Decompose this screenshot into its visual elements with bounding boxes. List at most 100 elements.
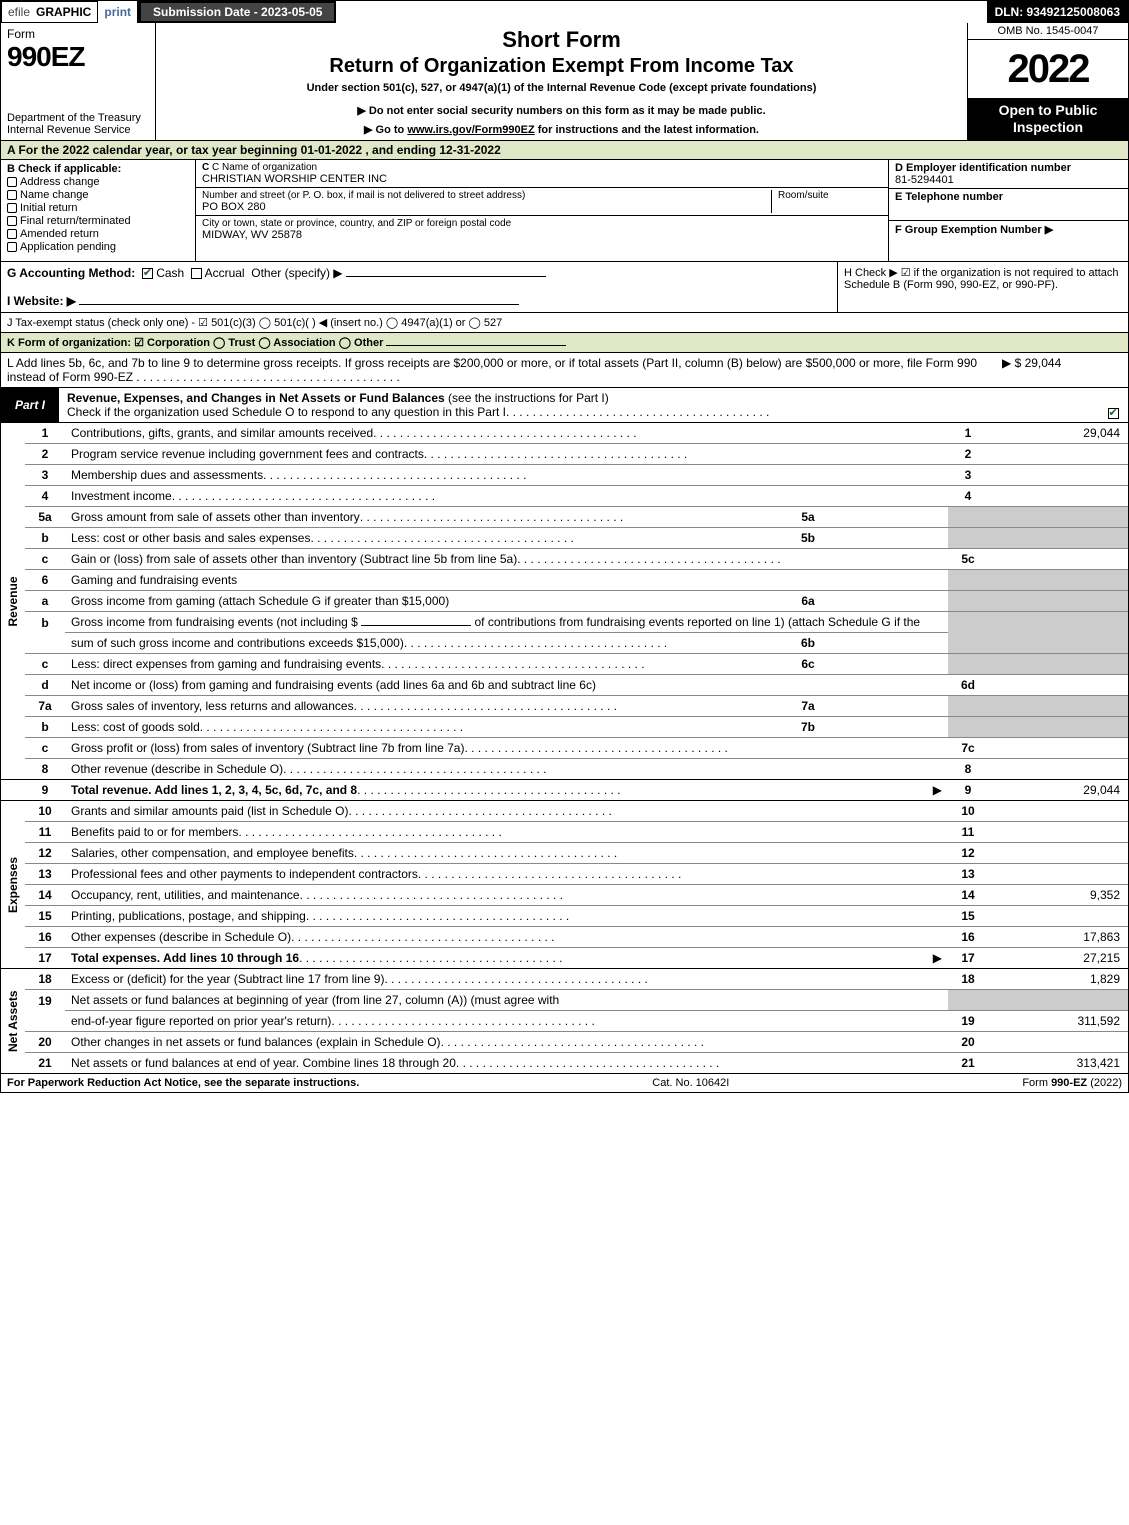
street-label: Number and street (or P. O. box, if mail… xyxy=(202,190,765,201)
line-num: 7a xyxy=(25,696,65,717)
subline-num: 5a xyxy=(788,507,828,528)
cb-label: Final return/terminated xyxy=(20,215,131,227)
line-num: 16 xyxy=(25,927,65,948)
cb-initial-return[interactable]: Initial return xyxy=(7,202,189,214)
line-desc: Less: cost or other basis and sales expe… xyxy=(65,528,788,549)
row-a-calendar-year: A For the 2022 calendar year, or tax yea… xyxy=(1,141,1128,160)
cb-name-change[interactable]: Name change xyxy=(7,189,189,201)
line-refnum: 4 xyxy=(948,486,988,507)
form-word: Form xyxy=(7,27,149,41)
table-row: b Gross income from fundraising events (… xyxy=(1,612,1128,633)
line-refnum: 17 xyxy=(948,948,988,969)
table-row: 13 Professional fees and other payments … xyxy=(1,864,1128,885)
form-title-short: Short Form xyxy=(166,27,957,53)
print-link[interactable]: print xyxy=(98,1,139,23)
line-amount-shaded xyxy=(988,612,1128,654)
line-amount xyxy=(988,444,1128,465)
line-amount: 29,044 xyxy=(988,780,1128,801)
website-input[interactable] xyxy=(79,304,519,305)
checkbox-icon xyxy=(7,190,17,200)
irs-instructions-link[interactable]: www.irs.gov/Form990EZ xyxy=(407,124,534,136)
efile-graphic-link[interactable]: efile GRAPHIC xyxy=(1,1,98,23)
row-i: I Website: ▶ xyxy=(7,294,831,308)
line-refnum-shaded xyxy=(948,570,988,591)
line-num: 5a xyxy=(25,507,65,528)
part-i-title-sub: (see the instructions for Part I) xyxy=(445,391,609,405)
footer-right: Form 990-EZ (2022) xyxy=(1022,1077,1122,1089)
section-def: D Employer identification number 81-5294… xyxy=(888,160,1128,261)
checkbox-icon xyxy=(7,229,17,239)
line-desc: Printing, publications, postage, and shi… xyxy=(65,906,948,927)
omb-number: OMB No. 1545-0047 xyxy=(968,23,1128,40)
table-row: 19 Net assets or fund balances at beginn… xyxy=(1,990,1128,1011)
line-amount-shaded xyxy=(988,528,1128,549)
line-num: a xyxy=(25,591,65,612)
other-specify-input[interactable] xyxy=(346,276,546,277)
line-desc: Grants and similar amounts paid (list in… xyxy=(65,801,948,822)
line-num: 15 xyxy=(25,906,65,927)
cb-accrual[interactable] xyxy=(191,268,202,279)
line-refnum: 7c xyxy=(948,738,988,759)
subline-num: 7a xyxy=(788,696,828,717)
line-desc: Salaries, other compensation, and employ… xyxy=(65,843,948,864)
line-num: c xyxy=(25,738,65,759)
line-amount: 17,863 xyxy=(988,927,1128,948)
schedule-b-check-text: H Check ▶ ☑ if the organization is not r… xyxy=(844,267,1119,291)
table-row: d Net income or (loss) from gaming and f… xyxy=(1,675,1128,696)
top-bar: efile GRAPHIC print Submission Date - 20… xyxy=(1,1,1128,23)
contrib-amount-input[interactable] xyxy=(361,625,471,626)
table-row: Expenses 10 Grants and similar amounts p… xyxy=(1,801,1128,822)
line-desc: Professional fees and other payments to … xyxy=(65,864,948,885)
line-refnum: 21 xyxy=(948,1053,988,1074)
cb-application-pending[interactable]: Application pending xyxy=(7,241,189,253)
header-right: OMB No. 1545-0047 2022 Open to Public In… xyxy=(968,23,1128,140)
row-j-text: J Tax-exempt status (check only one) - ☑… xyxy=(7,317,502,329)
section-b-header: B Check if applicable: xyxy=(7,163,189,175)
ein-value: 81-5294401 xyxy=(895,174,1122,186)
checkbox-icon xyxy=(7,216,17,226)
line-refnum-shaded xyxy=(948,654,988,675)
form-instructions-link-line: ▶ Go to www.irs.gov/Form990EZ for instru… xyxy=(166,123,957,136)
line-desc: Less: direct expenses from gaming and fu… xyxy=(65,654,788,675)
checkbox-icon xyxy=(7,177,17,187)
line-desc: Other revenue (describe in Schedule O) xyxy=(65,759,948,780)
line-amount-shaded xyxy=(988,591,1128,612)
other-org-input[interactable] xyxy=(386,345,566,346)
subline-value xyxy=(828,507,948,528)
cb-final-return[interactable]: Final return/terminated xyxy=(7,215,189,227)
line-num: 4 xyxy=(25,486,65,507)
table-row: a Gross income from gaming (attach Sched… xyxy=(1,591,1128,612)
subline-num: 6b xyxy=(788,633,828,654)
line-desc: Membership dues and assessments xyxy=(65,465,948,486)
line-amount: 9,352 xyxy=(988,885,1128,906)
line-num: 6 xyxy=(25,570,65,591)
line-num: 13 xyxy=(25,864,65,885)
cb-address-change[interactable]: Address change xyxy=(7,176,189,188)
subline-value xyxy=(828,633,948,654)
line-refnum: 3 xyxy=(948,465,988,486)
line-num: 21 xyxy=(25,1053,65,1074)
line-amount xyxy=(988,675,1128,696)
line-num: 11 xyxy=(25,822,65,843)
submission-date: Submission Date - 2023-05-05 xyxy=(139,1,336,23)
street-value: PO BOX 280 xyxy=(202,201,765,213)
vlabel-spacer xyxy=(1,780,25,801)
table-row: 11 Benefits paid to or for members 11 xyxy=(1,822,1128,843)
cb-cash[interactable] xyxy=(142,268,153,279)
line-num: 1 xyxy=(25,423,65,444)
line-refnum: 19 xyxy=(948,1011,988,1032)
line-refnum: 6d xyxy=(948,675,988,696)
sub3-post: for instructions and the latest informat… xyxy=(535,124,759,136)
form-990ez-page: efile GRAPHIC print Submission Date - 20… xyxy=(0,0,1129,1093)
org-name-value: CHRISTIAN WORSHIP CENTER INC xyxy=(202,173,882,185)
street-row: Number and street (or P. O. box, if mail… xyxy=(196,188,888,216)
line-refnum: 16 xyxy=(948,927,988,948)
line-num: 20 xyxy=(25,1032,65,1053)
subline-value xyxy=(828,528,948,549)
line-amount-shaded xyxy=(988,990,1128,1011)
line-desc: sum of such gross income and contributio… xyxy=(65,633,788,654)
cb-amended-return[interactable]: Amended return xyxy=(7,228,189,240)
part-i-schedule-o-checkbox[interactable] xyxy=(1098,388,1128,422)
line-amount: 29,044 xyxy=(988,423,1128,444)
row-l-amount: ▶ $ 29,044 xyxy=(1002,356,1122,384)
